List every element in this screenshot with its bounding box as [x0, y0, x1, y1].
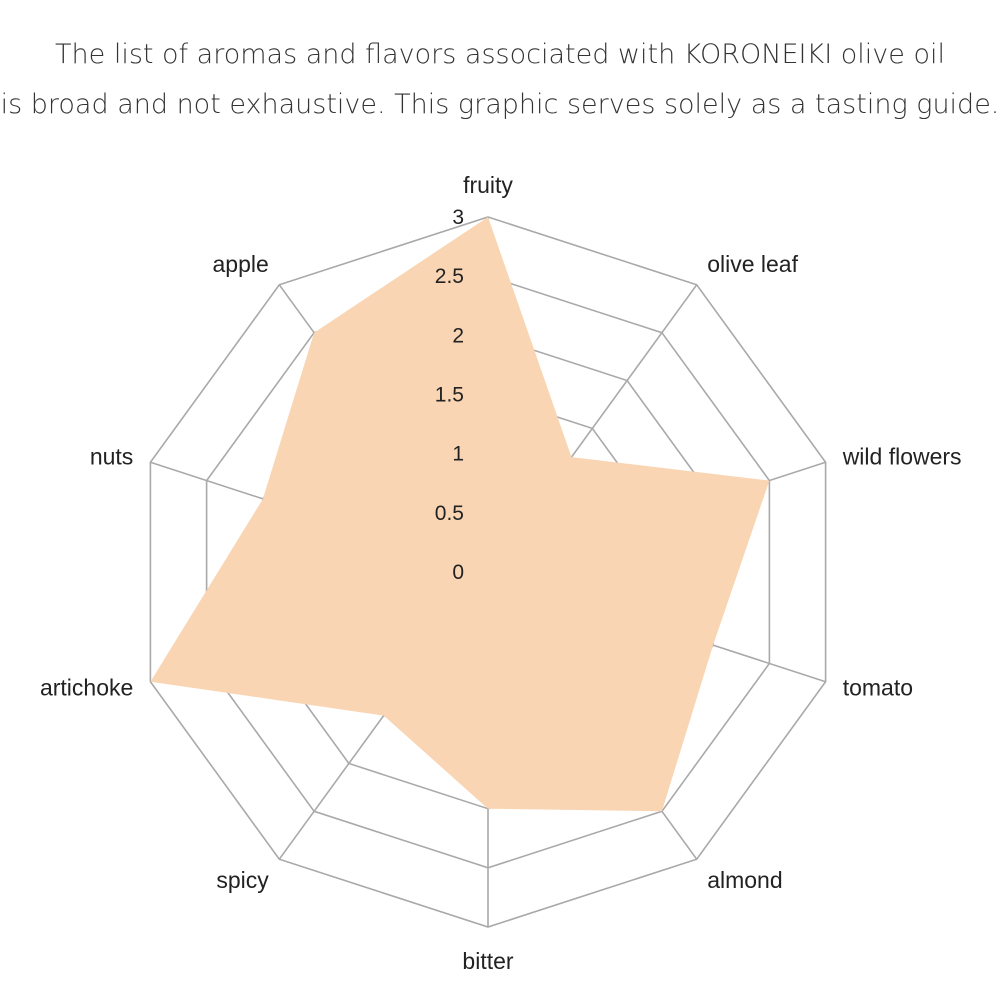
tick-label: 0.5 [435, 502, 464, 525]
category-label: fruity [463, 172, 513, 198]
radial-tick-labels: 0 0.5 1 1.5 2 2.5 3 [435, 206, 464, 584]
series-area [150, 217, 770, 812]
category-label: almond [707, 867, 782, 893]
category-label: artichoke [40, 674, 133, 700]
category-label: bitter [462, 948, 513, 974]
tick-label: 1 [452, 443, 464, 466]
category-label: tomato [843, 674, 913, 700]
radar-series [150, 217, 770, 812]
category-label: spicy [216, 867, 269, 893]
description-line-2: is broad and not exhaustive. This graphi… [0, 89, 1000, 120]
tick-label: 2 [452, 324, 464, 347]
tick-label: 3 [452, 206, 464, 229]
chart-description: The list of aromas and flavors associate… [0, 30, 1000, 130]
category-label: apple [213, 251, 269, 277]
category-label: olive leaf [707, 251, 798, 277]
tick-label: 0 [452, 561, 464, 584]
tick-label: 1.5 [435, 384, 464, 407]
category-labels: fruity olive leaf wild flowers tomato almond… [40, 172, 962, 974]
category-label: wild flowers [842, 444, 962, 470]
description-line-1: The list of aromas and flavors associate… [55, 39, 945, 70]
category-label: nuts [90, 444, 133, 470]
tick-label: 2.5 [435, 265, 464, 288]
